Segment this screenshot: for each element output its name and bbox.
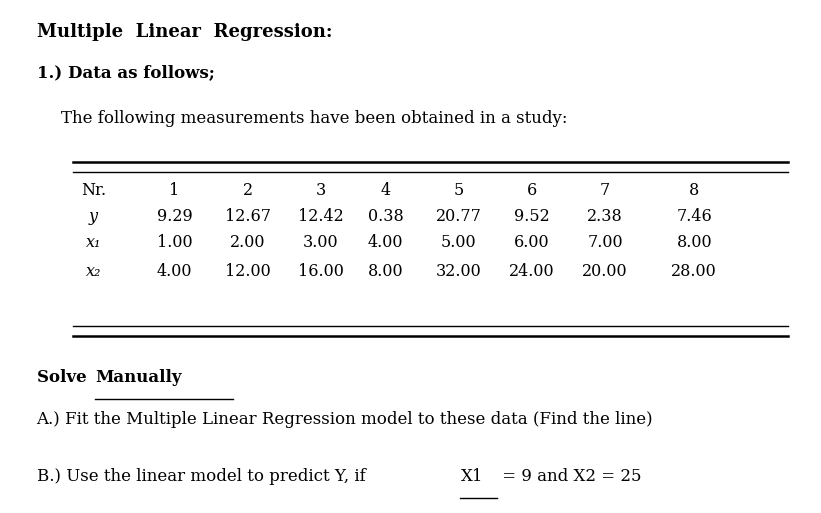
Text: X1: X1 <box>461 468 483 485</box>
Text: 7.46: 7.46 <box>677 208 712 225</box>
Text: B.) Use the linear model to predict Y, if: B.) Use the linear model to predict Y, i… <box>37 468 370 485</box>
Text: 7: 7 <box>600 182 610 199</box>
Text: 28.00: 28.00 <box>672 263 718 280</box>
Text: x₂: x₂ <box>85 263 101 280</box>
Text: 24.00: 24.00 <box>509 263 555 280</box>
Text: Nr.: Nr. <box>80 182 106 199</box>
Text: 12.42: 12.42 <box>298 208 344 225</box>
Text: 3.00: 3.00 <box>303 234 338 251</box>
Text: 32.00: 32.00 <box>436 263 482 280</box>
Text: y: y <box>89 208 98 225</box>
Text: 8.00: 8.00 <box>677 234 712 251</box>
Text: 2: 2 <box>242 182 253 199</box>
Text: 4.00: 4.00 <box>157 263 192 280</box>
Text: 5.00: 5.00 <box>441 234 477 251</box>
Text: 1.00: 1.00 <box>157 234 192 251</box>
Text: Manually: Manually <box>95 369 181 386</box>
Text: 6.00: 6.00 <box>514 234 550 251</box>
Text: Solve: Solve <box>37 369 92 386</box>
Text: 20.00: 20.00 <box>582 263 628 280</box>
Text: A.) Fit the Multiple Linear Regression model to these data (Find the line): A.) Fit the Multiple Linear Regression m… <box>37 411 654 428</box>
Text: 0.38: 0.38 <box>368 208 404 225</box>
Text: 1.) Data as follows;: 1.) Data as follows; <box>37 64 214 81</box>
Text: 4: 4 <box>381 182 391 199</box>
Text: 8: 8 <box>689 182 699 199</box>
Text: 6: 6 <box>527 182 537 199</box>
Text: 8.00: 8.00 <box>368 263 403 280</box>
Text: 7.00: 7.00 <box>587 234 623 251</box>
Text: Multiple  Linear  Regression:: Multiple Linear Regression: <box>37 23 332 41</box>
Text: 9.29: 9.29 <box>157 208 192 225</box>
Text: 16.00: 16.00 <box>298 263 344 280</box>
Text: 9.52: 9.52 <box>514 208 550 225</box>
Text: 12.00: 12.00 <box>225 263 271 280</box>
Text: 3: 3 <box>315 182 326 199</box>
Text: 12.67: 12.67 <box>225 208 271 225</box>
Text: 2.00: 2.00 <box>230 234 265 251</box>
Text: 20.77: 20.77 <box>436 208 482 225</box>
Text: The following measurements have been obtained in a study:: The following measurements have been obt… <box>61 110 567 127</box>
Text: 2.38: 2.38 <box>587 208 623 225</box>
Text: = 9 and X2 = 25: = 9 and X2 = 25 <box>497 468 641 485</box>
Text: x₁: x₁ <box>85 234 101 251</box>
Text: 1: 1 <box>169 182 180 199</box>
Text: 5: 5 <box>454 182 464 199</box>
Text: 4.00: 4.00 <box>368 234 403 251</box>
